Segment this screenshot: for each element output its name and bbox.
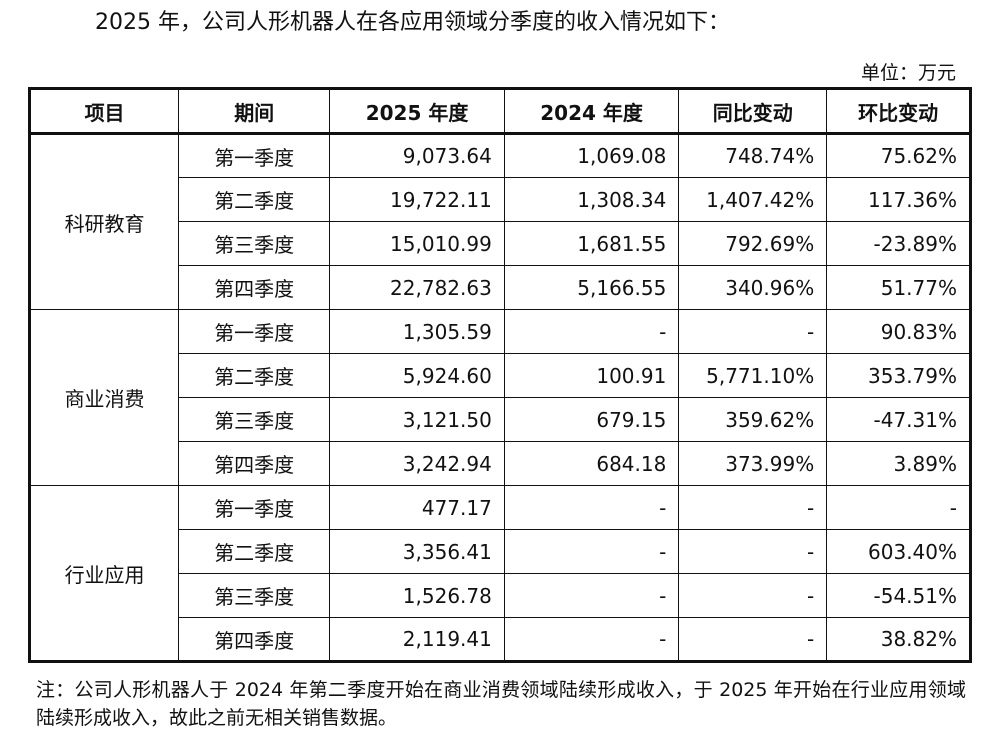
value-cell: 19,722.11 (329, 177, 505, 222)
value-cell: 748.74% (678, 133, 828, 178)
value-cell: 679.15 (503, 397, 680, 442)
value-cell: 373.99% (678, 441, 828, 486)
value-cell: - (503, 617, 680, 662)
group-cell: 科研教育 (28, 133, 180, 310)
value-cell: - (826, 485, 971, 530)
period-cell: 第一季度 (178, 485, 331, 530)
value-cell: 1,407.42% (678, 177, 828, 222)
header-cell: 期间 (178, 88, 331, 135)
value-cell: 1,526.78 (329, 573, 505, 618)
value-cell: 117.36% (826, 177, 971, 222)
table-row: 商业消费 第一季度 1,305.59- -90.83% (28, 309, 971, 486)
value-cell: 22,782.63 (329, 265, 505, 310)
table-row: 第二季度 3,356.41- -603.40% (30, 529, 971, 574)
period-cell: 第二季度 (178, 353, 331, 398)
title: 2025 年，公司人形机器人在各应用领域分季度的收入情况如下： (95, 10, 730, 35)
value-cell: 5,771.10% (678, 353, 828, 398)
header-cell: 同比变动 (678, 88, 828, 135)
value-cell: 51.77% (826, 265, 971, 310)
value-cell: -47.31% (826, 397, 971, 442)
table-row: 第二季度 5,924.60 100.91 5,771.10% 353.79% (30, 353, 971, 398)
header-cell: 2024 年度 (503, 88, 680, 135)
value-cell: 100.91 (503, 353, 680, 398)
table-row: 第三季度 3,121.50 679.15 359.62% -47.31% (30, 397, 971, 442)
value-cell: 75.62% (826, 133, 971, 178)
table-row: 行业应用 第一季度 477.17- - - (28, 485, 971, 662)
value-cell: - (678, 309, 828, 354)
value-cell: -54.51% (826, 573, 971, 618)
value-cell: 477.17 (329, 485, 505, 530)
value-cell: - (678, 529, 828, 574)
header-cell: 2025 年度 (329, 88, 505, 135)
value-cell: - (503, 485, 680, 530)
value-cell: 3.89% (826, 441, 971, 486)
period-cell: 第二季度 (178, 529, 331, 574)
value-cell: 1,305.59 (329, 309, 505, 354)
header-cell: 环比变动 (826, 88, 971, 135)
value-cell: 353.79% (826, 353, 971, 398)
value-cell: 90.83% (826, 309, 971, 354)
revenue-table: 项目 期间 2025 年度 2024 年度 同比变动 环比变动 科研教育 第一季度 9,073… (28, 87, 972, 663)
period-cell: 第一季度 (178, 133, 331, 178)
value-cell: 5,166.55 (503, 265, 680, 310)
header-row: 项目 期间 2025 年度 2024 年度 同比变动 环比变动 (28, 88, 971, 135)
table-row: 第四季度 3,242.94 684.18 373.99% 3.89% (30, 441, 971, 486)
value-cell: - (678, 485, 828, 530)
period-cell: 第三季度 (178, 221, 331, 266)
value-cell: 1,069.08 (503, 133, 680, 178)
value-cell: 603.40% (826, 529, 971, 574)
group-cell: 商业消费 (28, 309, 180, 486)
value-cell: 9,073.64 (329, 133, 505, 178)
value-cell: -23.89% (826, 221, 971, 266)
table-body: 科研教育 第一季度 9,073.64 1,069.08 748.74% 75.62% 第二季… (28, 133, 971, 662)
table-row: 科研教育 第一季度 9,073.64 1,069.08 748.74% 75.62% (28, 133, 971, 310)
note: 注：公司人形机器人于 2024 年第二季度开始在商业消费领域陆续形成收入，于 2… (36, 679, 966, 729)
value-cell: 1,308.34 (503, 177, 680, 222)
table-row: 第三季度 15,010.99 1,681.55 792.69% -23.89% (30, 221, 971, 266)
value-cell: - (678, 617, 828, 662)
value-cell: 792.69% (678, 221, 828, 266)
value-cell: - (503, 309, 680, 354)
value-cell: 359.62% (678, 397, 828, 442)
period-cell: 第一季度 (178, 309, 331, 354)
value-cell: 684.18 (503, 441, 680, 486)
value-cell: - (678, 573, 828, 618)
value-cell: 3,121.50 (329, 397, 505, 442)
period-cell: 第四季度 (178, 265, 331, 310)
value-cell: 3,242.94 (329, 441, 505, 486)
group-cell: 行业应用 (28, 485, 180, 662)
value-cell: 340.96% (678, 265, 828, 310)
unit: 单位：万元 (860, 62, 956, 84)
value-cell: 38.82% (826, 617, 971, 662)
table-row: 第三季度 1,526.78- - -54.51% (30, 573, 971, 618)
value-cell: 2,119.41 (329, 617, 505, 662)
period-cell: 第二季度 (178, 177, 331, 222)
header-cell: 项目 (28, 88, 180, 135)
value-cell: - (503, 573, 680, 618)
value-cell: 3,356.41 (329, 529, 505, 574)
period-cell: 第三季度 (178, 573, 331, 618)
value-cell: 1,681.55 (503, 221, 680, 266)
value-cell: - (503, 529, 680, 574)
period-cell: 第三季度 (178, 397, 331, 442)
table-row: 第四季度 2,119.41- -38.82% (30, 617, 971, 662)
table-row: 第四季度 22,782.63 5,166.55 340.96% 51.77% (30, 265, 971, 310)
value-cell: 15,010.99 (329, 221, 505, 266)
period-cell: 第四季度 (178, 441, 331, 486)
period-cell: 第四季度 (178, 617, 331, 662)
value-cell: 5,924.60 (329, 353, 505, 398)
